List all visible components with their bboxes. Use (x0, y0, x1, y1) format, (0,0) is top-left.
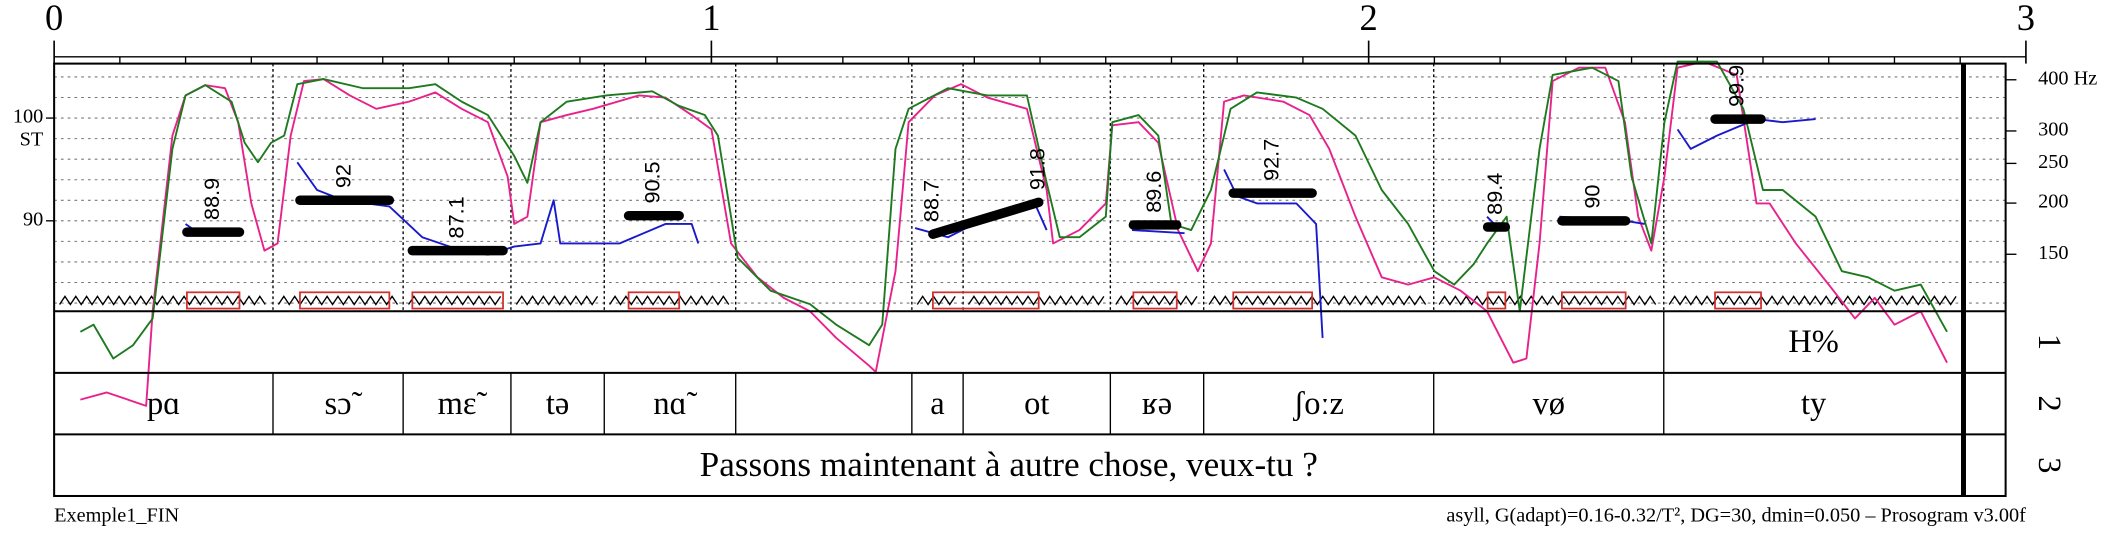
stylization-label: 88.7 (919, 180, 944, 222)
stylization-label: 90 (1579, 185, 1604, 209)
stylization-label: 90.5 (640, 161, 665, 203)
y-axis-label: ST (20, 129, 44, 151)
tier-label: pɑ (147, 386, 180, 422)
stylization (928, 197, 1044, 239)
tier-label: vø (1533, 386, 1565, 422)
y-tick-label: 100 (13, 106, 43, 128)
tier-label: ʁə (1142, 386, 1172, 422)
tier-name: 2 (2031, 396, 2067, 412)
stylization-label: 91.8 (1024, 148, 1049, 190)
nucleus (411, 291, 504, 310)
footer-left: Exemple1_FIN (54, 505, 179, 527)
y-tick-label: 90 (23, 208, 43, 230)
zigzag (407, 295, 502, 306)
zigzag (609, 295, 730, 306)
stylization-label: 89.6 (1141, 171, 1166, 213)
tier-label: H% (1788, 324, 1839, 360)
tier-label: ot (1024, 386, 1049, 422)
tier-name: 3 (2031, 457, 2067, 473)
nucleus (299, 291, 391, 310)
curve (79, 60, 1948, 360)
zigzag (58, 295, 266, 306)
y2-tick-label: 150 (2038, 242, 2068, 264)
y2-tick-label: 250 (2038, 151, 2068, 173)
y2-tick-label: 400 Hz (2038, 67, 2097, 89)
tier-label: a (930, 386, 944, 422)
nucleus (1486, 291, 1507, 310)
tier-label: Passons maintenant à autre chose, veux-t… (700, 445, 1318, 484)
x-tick-label: 1 (702, 0, 720, 38)
stylization-label: 87.1 (443, 196, 468, 238)
y2-tick-label: 300 (2038, 119, 2068, 141)
tier-label: ty (1801, 386, 1827, 422)
nucleus (1232, 291, 1314, 310)
x-tick-label: 2 (1360, 0, 1378, 38)
zigzag (1438, 295, 1657, 306)
zigzag (1668, 295, 1957, 306)
nucleus (1714, 291, 1762, 310)
y2-tick-label: 200 (2038, 191, 2068, 213)
zigzag (277, 295, 399, 306)
zigzag (515, 295, 599, 306)
nucleus (1132, 291, 1178, 310)
nucleus (186, 291, 241, 310)
zigzag (1208, 295, 1427, 306)
nucleus (1561, 291, 1627, 310)
tier-label: tə (546, 386, 569, 422)
nucleus (932, 291, 1040, 310)
stylization-label: 92.7 (1258, 139, 1283, 181)
stylization-label: 99.9 (1724, 65, 1749, 107)
nucleus (627, 291, 681, 310)
zigzag (1115, 295, 1198, 306)
x-tick-label: 0 (45, 0, 63, 38)
tier-label: ʃoːz (1292, 386, 1343, 422)
x-tick-label: 3 (2017, 0, 2035, 38)
footer-right: asyll, G(adapt)=0.16-0.32/T², DG=30, dmi… (1446, 505, 2026, 527)
stylization-label: 92 (330, 164, 355, 188)
zigzag (916, 295, 956, 306)
stylization-label: 88.9 (199, 178, 224, 220)
zigzag (967, 295, 1105, 306)
tier-name: 1 (2031, 334, 2067, 350)
stylization-label: 89.4 (1482, 173, 1507, 215)
